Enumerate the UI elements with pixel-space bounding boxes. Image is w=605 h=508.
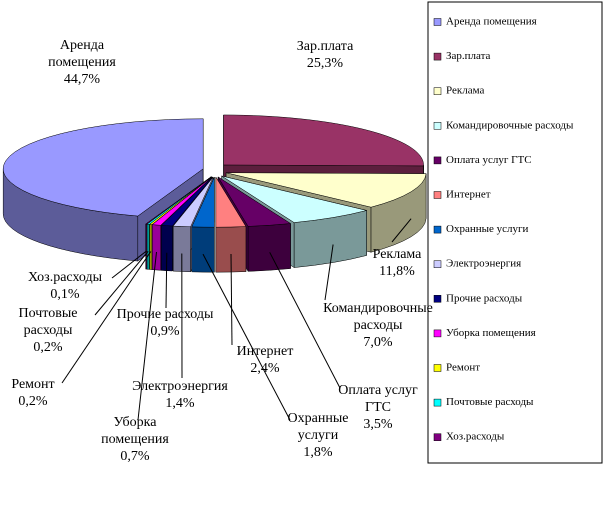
data-label: Аренда помещения 44,7%	[27, 37, 137, 88]
leader-line	[111, 250, 147, 279]
label-name: Охранные услуги	[287, 411, 349, 443]
legend-swatch	[433, 18, 442, 26]
label-value: 7,0%	[363, 335, 393, 350]
slice	[145, 176, 212, 225]
label-value: 1,8%	[303, 445, 333, 460]
legend-swatch	[433, 433, 442, 441]
label-value: 0,9%	[150, 324, 180, 339]
legend-label: Интернет	[446, 189, 491, 201]
data-label: Прочие расходы 0,9%	[105, 306, 225, 340]
slice	[215, 176, 247, 228]
label-value: 44,7%	[63, 72, 101, 87]
data-label: Охранные услуги 1,8%	[278, 410, 358, 461]
slice	[223, 114, 424, 167]
label-value: 1,4%	[165, 396, 195, 411]
data-label: Электроэнергия 1,4%	[120, 378, 240, 412]
legend-label: Зар.плата	[446, 50, 491, 62]
label-value: 2,4%	[250, 361, 280, 376]
legend-label: Электроэнергия	[446, 258, 521, 270]
legend-label: Прочие расходы	[446, 292, 523, 304]
label-name: Командировочные расходы	[323, 301, 433, 333]
label-name: Электроэнергия	[132, 379, 228, 394]
leader-line	[391, 218, 412, 243]
data-label: Ремонт 0,2%	[0, 376, 68, 410]
legend-label: Ремонт	[446, 362, 480, 374]
label-name: Хоз.расходы	[27, 270, 103, 285]
legend-swatch	[433, 156, 442, 165]
legend-swatch	[433, 191, 442, 199]
legend-label: Аренда помещения	[446, 16, 537, 28]
legend-swatch	[433, 295, 442, 303]
legend-label: Оплата услуг ГТС	[446, 154, 532, 166]
label-value: 25,3%	[306, 56, 344, 71]
leader-line	[137, 251, 157, 421]
label-name: Прочие расходы	[116, 307, 214, 322]
legend-box	[427, 1, 603, 464]
data-label: Хоз.расходы 0,1%	[15, 269, 115, 303]
label-value: 3,5%	[363, 417, 393, 432]
legend-label: Командировочные расходы	[446, 119, 574, 131]
label-name: Аренда помещения	[48, 38, 116, 70]
leader-line	[165, 252, 168, 309]
slice-wall	[146, 223, 150, 270]
slice	[2, 118, 204, 217]
slice	[226, 172, 427, 208]
label-name: Зар.плата	[296, 39, 354, 54]
legend-label: Уборка помещения	[446, 327, 536, 339]
label-name: Интернет	[236, 344, 294, 359]
label-name: Почтовые расходы	[18, 306, 78, 338]
label-value: 0,7%	[120, 449, 150, 464]
legend-swatch	[433, 87, 442, 95]
data-label: Оплата услуг ГТС 3,5%	[328, 382, 428, 433]
label-name: Уборка помещения	[101, 415, 169, 447]
leader-line	[324, 244, 334, 301]
slice	[217, 176, 292, 227]
leader-line	[202, 253, 291, 421]
legend-swatch	[433, 364, 442, 372]
leader-line	[94, 250, 149, 316]
data-label: Командировочные расходы 7,0%	[318, 300, 438, 351]
slice	[172, 176, 214, 228]
label-value: 0,2%	[18, 394, 48, 409]
slice-wall	[247, 223, 291, 272]
data-label: Зар.плата 25,3%	[275, 38, 375, 72]
label-value: 11,8%	[379, 264, 415, 279]
slice	[160, 176, 213, 227]
label-name: Ремонт	[11, 377, 55, 392]
slice	[191, 177, 215, 228]
label-value: 0,1%	[50, 287, 80, 302]
legend-swatch	[433, 225, 442, 234]
legend-label: Почтовые расходы	[446, 396, 534, 408]
data-label: Почтовые расходы 0,2%	[8, 305, 88, 356]
data-label: Интернет 2,4%	[220, 343, 310, 377]
slice-wall	[191, 226, 215, 273]
legend-label: Реклама	[446, 85, 484, 97]
legend-swatch	[433, 260, 442, 268]
legend-swatch	[433, 329, 442, 338]
legend-swatch	[433, 52, 442, 61]
label-value: 0,2%	[33, 340, 63, 355]
leader-line	[61, 251, 152, 384]
slice-wall	[152, 224, 161, 271]
legend-swatch	[433, 398, 442, 407]
slice	[221, 175, 367, 223]
leader-line	[269, 252, 341, 389]
slice-wall	[149, 224, 153, 270]
legend-label: Хоз.расходы	[446, 431, 505, 443]
data-label: Реклама 11,8%	[357, 246, 437, 280]
legend-swatch	[433, 122, 442, 130]
leader-line	[230, 253, 233, 346]
legend-label: Охранные услуги	[446, 223, 529, 235]
label-name: Оплата услуг ГТС	[338, 383, 418, 415]
label-name: Реклама	[372, 247, 422, 262]
slice-wall	[145, 223, 148, 270]
data-label: Уборка помещения 0,7%	[90, 414, 180, 465]
